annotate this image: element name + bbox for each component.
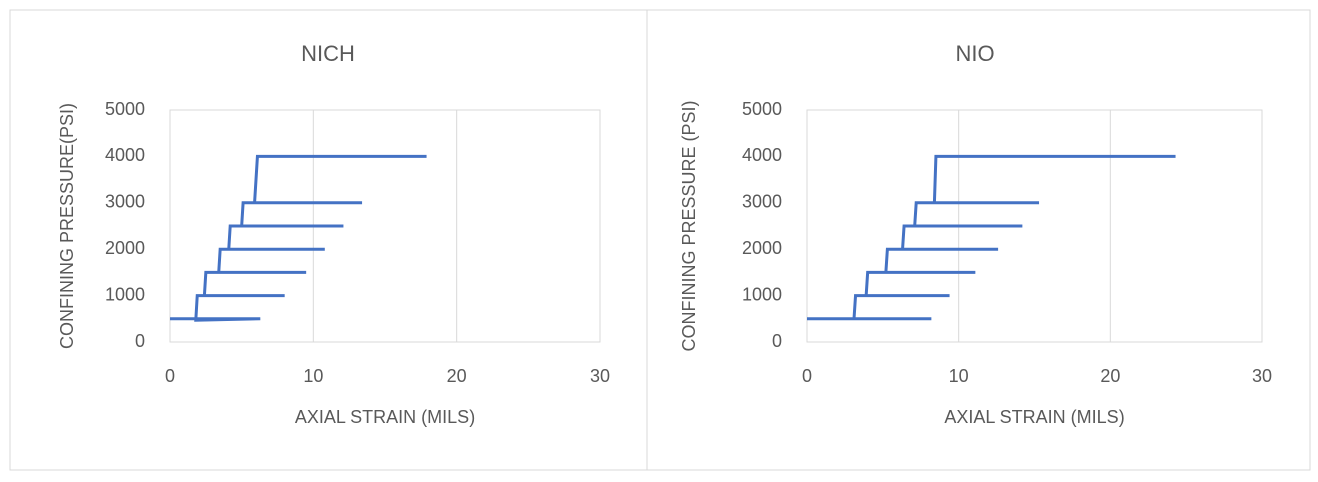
x-tick-label: 10 bbox=[303, 366, 323, 386]
y-tick-label: 2000 bbox=[105, 238, 145, 258]
x-tick-label: 0 bbox=[165, 366, 175, 386]
x-tick-label: 20 bbox=[1100, 366, 1120, 386]
chart-title: NICH bbox=[301, 41, 355, 66]
panel bbox=[646, 9, 1311, 471]
y-axis-label: CONFINING PRESSURE (PSI) bbox=[679, 100, 699, 351]
y-tick-label: 4000 bbox=[742, 145, 782, 165]
x-tick-label: 30 bbox=[1252, 366, 1272, 386]
y-tick-label: 5000 bbox=[742, 99, 782, 119]
x-axis-label: AXIAL STRAIN (MILS) bbox=[944, 407, 1124, 427]
x-axis-label: AXIAL STRAIN (MILS) bbox=[295, 407, 475, 427]
y-tick-label: 1000 bbox=[105, 284, 145, 304]
y-tick-label: 4000 bbox=[105, 145, 145, 165]
x-tick-label: 0 bbox=[802, 366, 812, 386]
x-tick-label: 30 bbox=[590, 366, 610, 386]
y-tick-label: 0 bbox=[772, 331, 782, 351]
y-tick-label: 3000 bbox=[105, 192, 145, 212]
chart-title: NIO bbox=[955, 41, 994, 66]
y-tick-label: 3000 bbox=[742, 192, 782, 212]
y-tick-label: 1000 bbox=[742, 284, 782, 304]
y-tick-label: 0 bbox=[135, 331, 145, 351]
x-tick-label: 20 bbox=[447, 366, 467, 386]
panel bbox=[9, 9, 648, 471]
data-line bbox=[170, 154, 427, 322]
y-tick-label: 2000 bbox=[742, 238, 782, 258]
y-tick-label: 5000 bbox=[105, 99, 145, 119]
x-tick-label: 10 bbox=[949, 366, 969, 386]
data-line bbox=[807, 154, 1176, 321]
y-axis-label: CONFINING PRESSURE(PSI) bbox=[57, 103, 77, 349]
